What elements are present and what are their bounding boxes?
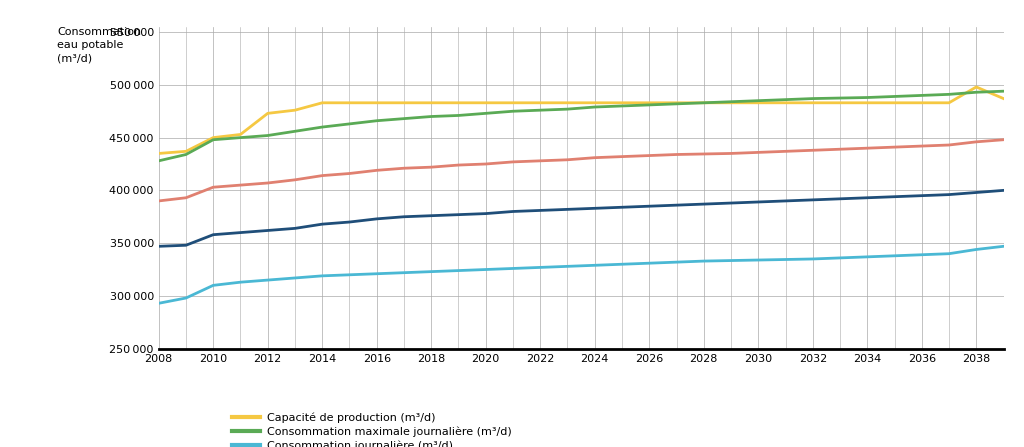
Text: Consommation
eau potable
(m³/d): Consommation eau potable (m³/d) xyxy=(57,27,141,63)
Legend: Capacité de production (m³/d), Consommation maximale journalière (m³/d), Consomm: Capacité de production (m³/d), Consommat… xyxy=(231,412,518,447)
